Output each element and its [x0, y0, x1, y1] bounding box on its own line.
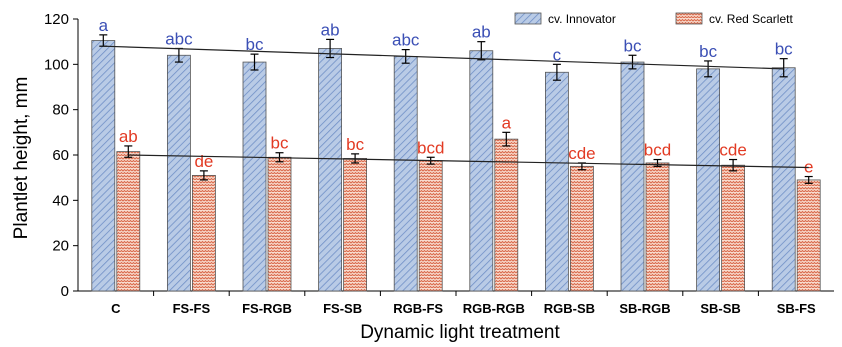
y-tick-label: 100 — [44, 56, 69, 73]
x-axis-title: Dynamic light treatment — [360, 322, 560, 343]
trend-line — [128, 154, 809, 169]
significance-label: a — [99, 16, 109, 35]
legend-swatch — [675, 12, 703, 25]
significance-label: a — [502, 113, 512, 132]
bar — [166, 54, 191, 292]
x-tick-label: SB-RGB — [619, 301, 670, 316]
bar — [343, 157, 368, 292]
significance-label: bc — [346, 135, 364, 154]
significance-label: ab — [321, 20, 340, 39]
x-tick-label: C — [111, 301, 121, 316]
bar — [418, 160, 443, 292]
significance-label: c — [553, 45, 562, 64]
significance-label: cde — [719, 141, 746, 160]
y-tick-label: 40 — [52, 192, 69, 209]
significance-label: de — [194, 152, 213, 171]
bar — [469, 50, 494, 292]
y-tick-label: 120 — [44, 11, 69, 28]
significance-label: bc — [624, 36, 642, 55]
x-tick-label: RGB-SB — [544, 301, 595, 316]
legend-label: cv. Red Scarlett — [709, 12, 793, 26]
legend-label: cv. Innovator — [548, 12, 616, 26]
bar — [771, 67, 796, 292]
x-tick-label: FS-RGB — [242, 301, 292, 316]
significance-label: bc — [775, 40, 793, 59]
y-tick-label: 20 — [52, 238, 69, 255]
y-tick-label: 60 — [52, 147, 69, 164]
bar — [645, 162, 670, 292]
x-tick-label: SB-FS — [777, 301, 816, 316]
y-tick-label: 0 — [61, 283, 69, 300]
bar — [570, 165, 594, 292]
significance-label: ab — [472, 23, 491, 42]
significance-label: bc — [271, 134, 289, 153]
significance-label: bc — [246, 35, 264, 54]
bar — [696, 68, 720, 292]
significance-label: bcd — [417, 138, 444, 157]
significance-label: abc — [392, 31, 420, 50]
legend: cv. Innovator cv. Red Scarlett — [514, 12, 793, 26]
bar — [545, 71, 569, 292]
legend-swatch — [514, 12, 542, 25]
trend-line — [103, 45, 784, 70]
y-tick-label: 80 — [52, 102, 69, 119]
plot-area: 0 20 40 60 80 100 120 C FS-FS FS-RGB FS-SB RGB-FS RG… — [44, 11, 834, 316]
bar — [796, 179, 821, 292]
bar — [242, 61, 267, 292]
x-tick-label: FS-FS — [173, 301, 211, 316]
bar — [318, 48, 343, 292]
bar — [116, 151, 141, 292]
x-tick-label: RGB-RGB — [463, 301, 525, 316]
bar — [721, 164, 745, 292]
significance-label: bcd — [644, 141, 671, 160]
x-tick-label: SB-SB — [700, 301, 740, 316]
y-axis-title: Plantlet height, mm — [11, 77, 32, 240]
bar — [620, 61, 645, 292]
x-tick-label: FS-SB — [323, 301, 362, 316]
bar — [267, 156, 292, 292]
x-tick-label: RGB-FS — [393, 301, 443, 316]
bar — [191, 174, 216, 292]
significance-label: ab — [119, 127, 138, 146]
significance-label: bc — [699, 42, 717, 61]
bar — [91, 40, 116, 292]
significance-label: abc — [165, 29, 193, 48]
significance-label: cde — [568, 144, 595, 163]
bar — [393, 56, 418, 292]
